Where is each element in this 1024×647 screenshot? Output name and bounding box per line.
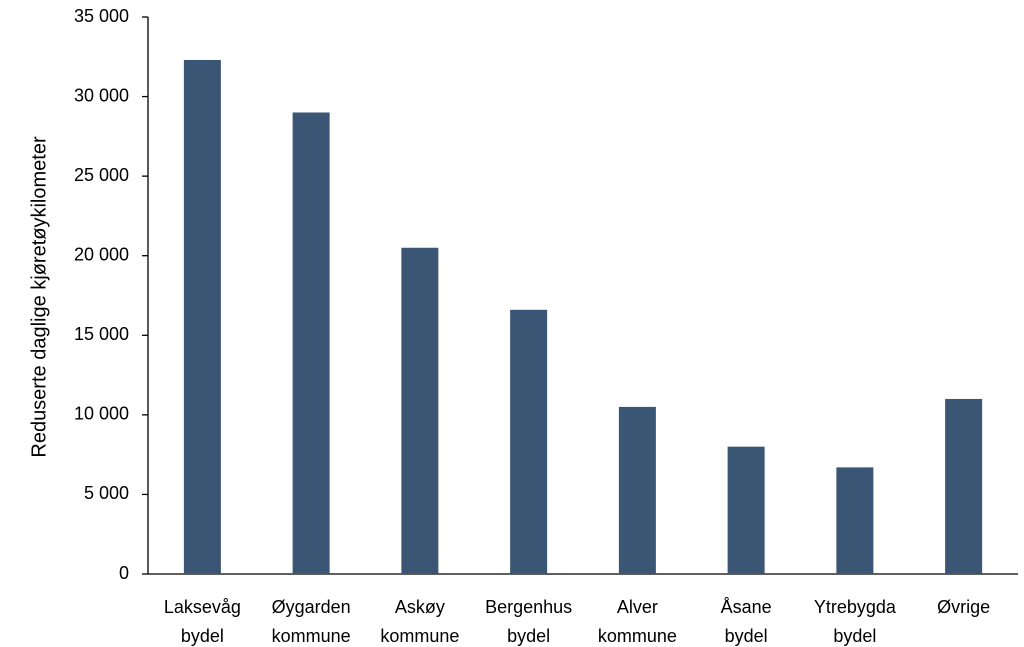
x-tick-label: bydel [833,626,876,646]
y-tick-label: 15 000 [74,324,129,344]
bar [510,309,548,574]
y-tick-label: 35 000 [74,6,129,26]
x-tick-label: Åsane [721,597,772,617]
bar [727,446,765,574]
x-tick-label: bydel [725,626,768,646]
bar [945,398,983,574]
y-tick-label: 0 [119,563,129,583]
x-tick-label: bydel [181,626,224,646]
x-tick-label: kommune [598,626,677,646]
x-tick-label: kommune [380,626,459,646]
y-tick-label: 10 000 [74,404,129,424]
bar [401,247,439,574]
bar [836,467,874,574]
x-tick-label: Øvrige [937,597,990,617]
x-tick-label: Bergenhus [485,597,572,617]
y-axis-title: Reduserte daglige kjøretøykilometer [28,136,50,458]
x-tick-label: Ytrebygda [814,597,897,617]
x-tick-label: bydel [507,626,550,646]
x-tick-label: kommune [272,626,351,646]
x-tick-label: Alver [617,597,658,617]
y-tick-label: 25 000 [74,165,129,185]
y-tick-label: 5 000 [84,483,129,503]
x-tick-label: Askøy [395,597,445,617]
x-tick-label: Øygarden [272,597,351,617]
bar [183,59,221,575]
bar [292,112,330,574]
y-tick-label: 20 000 [74,244,129,264]
x-tick-label: Laksevåg [164,597,241,617]
y-tick-label: 30 000 [74,85,129,105]
bar [618,406,656,574]
